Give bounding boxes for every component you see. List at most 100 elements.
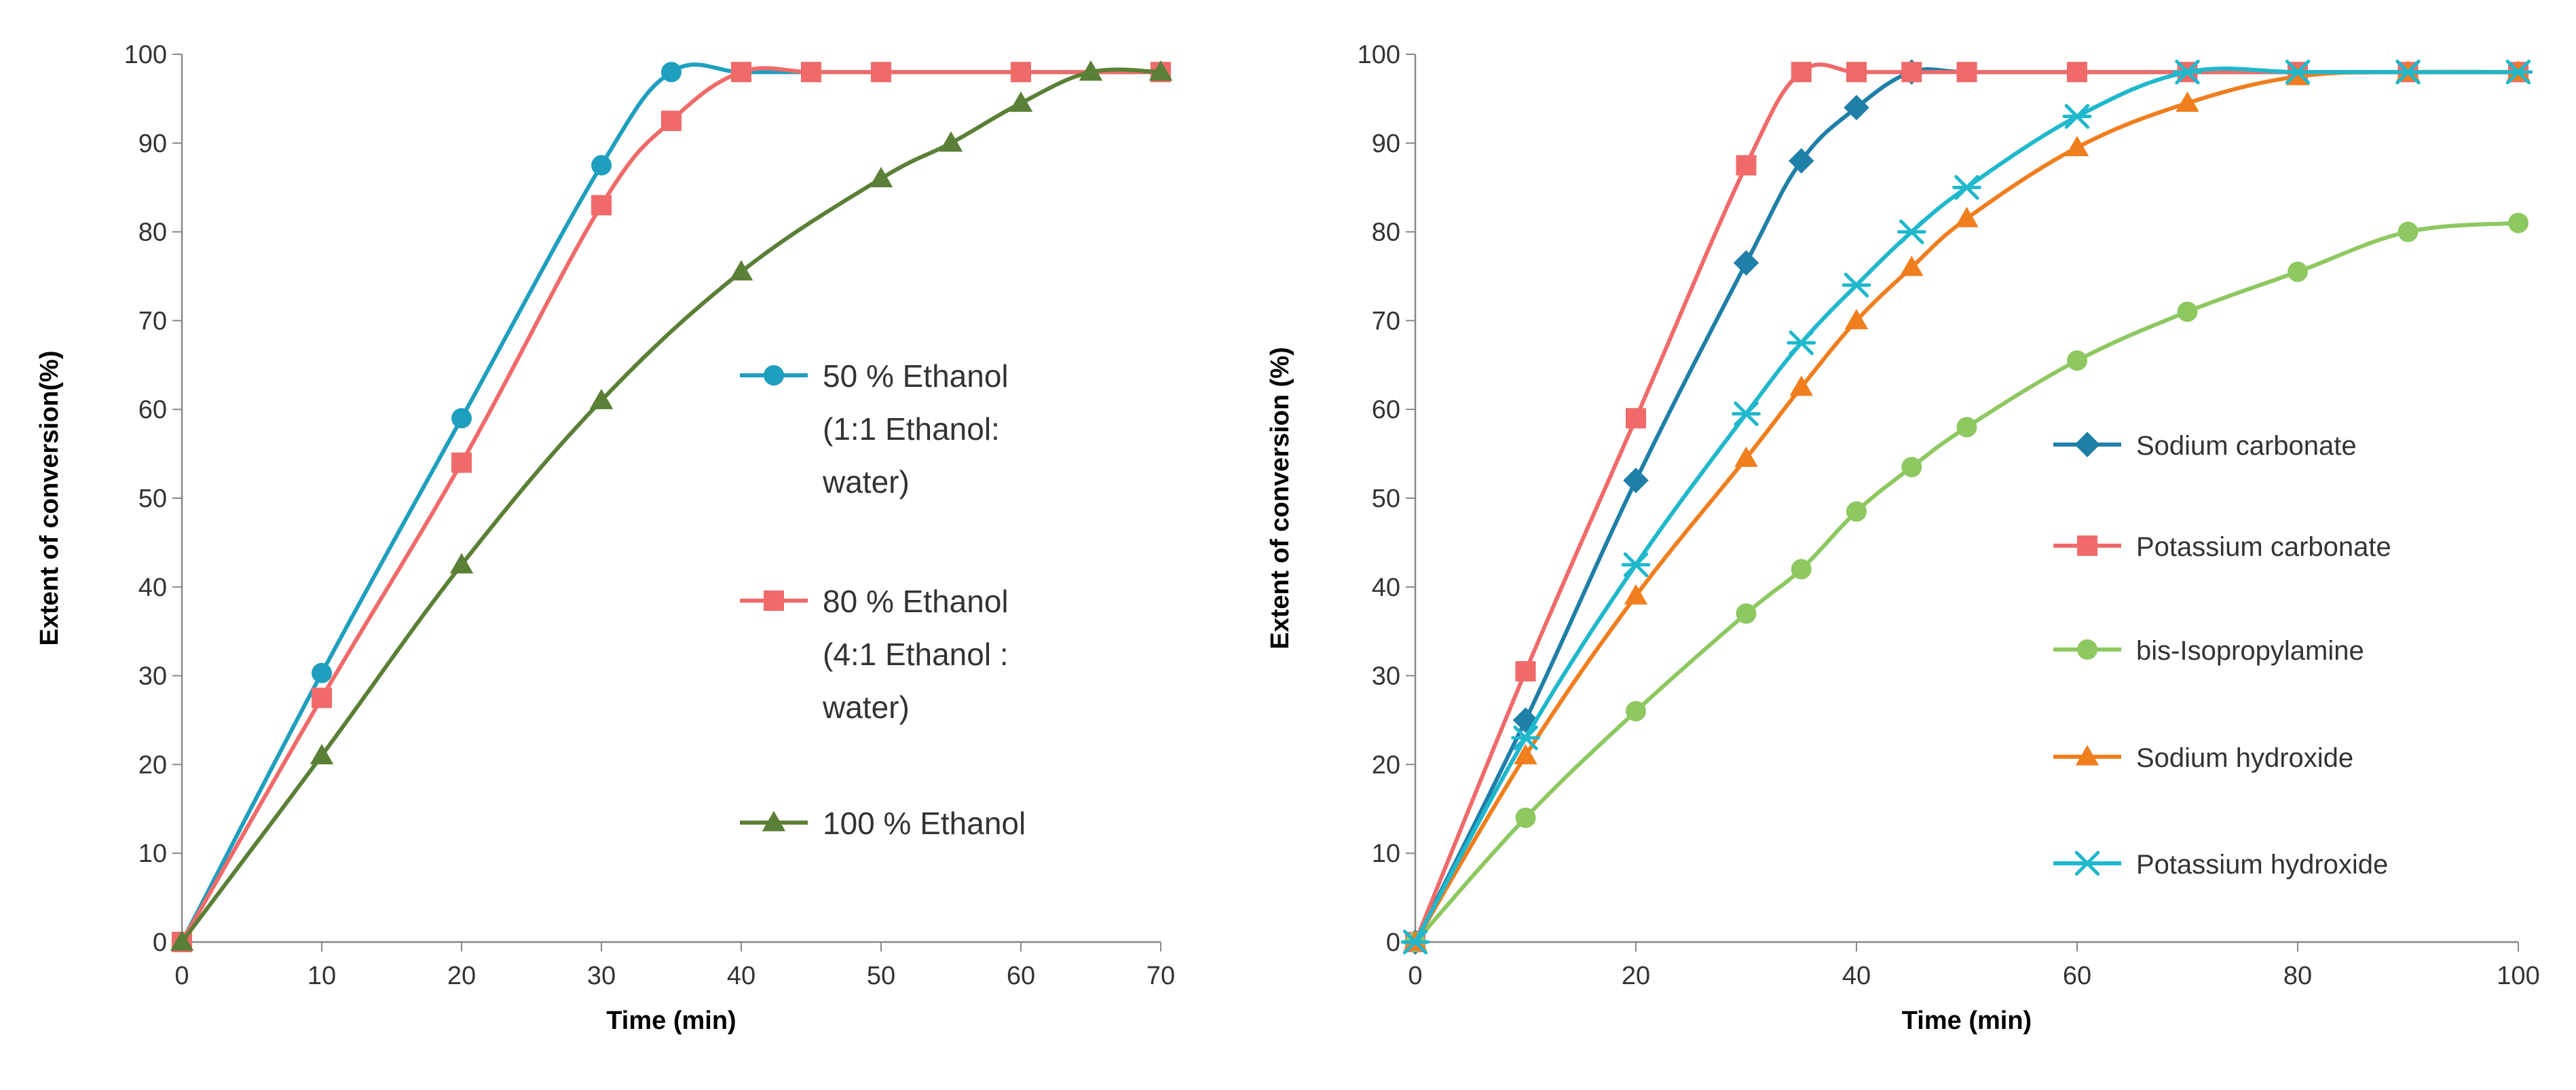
right-chart-point-potassium-hydroxide-80	[2283, 59, 2313, 85]
left-chart-series-100-ethanol	[170, 60, 1173, 951]
right-chart-point-sodium-hydroxide-70	[2176, 91, 2199, 112]
right-chart-point-sodium-carbonate-20	[1623, 468, 1649, 493]
left-chart-legend-label-50-ethanol-1-1-ethanol-water-line2: (1:1 Ethanol:	[823, 411, 1000, 447]
left-chart-legend-swatch-marker-80-ethanol-4-1-ethanol-water	[764, 590, 784, 611]
left-chart-legend-swatch-marker-100-ethanol	[762, 810, 786, 831]
right-chart-series-bis-isopropylamine	[1405, 212, 2528, 952]
right-chart-point-potassium-hydroxide-60	[2062, 104, 2092, 129]
right-chart-ytick-label-50: 50	[1372, 485, 1400, 513]
left-chart-point-100-ethanol-65	[1079, 60, 1103, 81]
right-chart-point-potassium-carbonate-10	[1515, 661, 1536, 682]
left-chart-point-80-ethanol-4-1-ethanol-water-40	[731, 62, 751, 83]
left-chart-point-80-ethanol-4-1-ethanol-water-35	[661, 111, 682, 132]
right-chart-ytick-label-10: 10	[1372, 840, 1400, 868]
left-chart-xtick-label-60: 60	[1007, 962, 1035, 990]
right-chart-point-potassium-hydroxide-100	[2503, 59, 2533, 85]
left-chart-legend-swatch-marker-50-ethanol-1-1-ethanol-water	[764, 365, 784, 386]
right-chart-legend-label-potassium-carbonate-line1: Potassium carbonate	[2136, 532, 2391, 562]
left-chart-ytick-label-50: 50	[138, 485, 167, 513]
right-chart-point-potassium-carbonate-20	[1626, 408, 1646, 429]
right-chart-point-bis-isopropylamine-40	[1846, 501, 1867, 522]
left-chart-series-line-80-ethanol-4-1-ethanol-water	[180, 66, 1163, 944]
right-chart-point-sodium-hydroxide-45	[1900, 255, 1924, 276]
right-chart-series-line-bis-isopropylamine	[1413, 221, 2520, 944]
left-chart-legend-label-50-ethanol-1-1-ethanol-water-line3: water)	[822, 464, 910, 500]
left-chart-point-100-ethanol-60	[1009, 91, 1033, 112]
right-chart-xtick-label-80: 80	[2283, 962, 2312, 990]
left-chart-legend-label-80-ethanol-4-1-ethanol-water-line1: 80 % Ethanol	[823, 584, 1009, 619]
right-chart-point-sodium-carbonate-40	[1844, 94, 1869, 121]
right-chart-legend-entry-potassium-hydroxide: Potassium hydroxide	[2053, 850, 2388, 880]
right-chart-point-potassium-hydroxide-35	[1787, 330, 1816, 356]
right-chart-point-sodium-hydroxide-40	[1844, 309, 1869, 330]
right-chart-point-potassium-hydroxide-45	[1897, 219, 1926, 244]
right-chart-ytick-label-40: 40	[1372, 574, 1400, 602]
left-chart-xtick-label-50: 50	[867, 962, 895, 990]
left-chart-point-100-ethanol-20	[449, 552, 474, 574]
right-chart-legend: Sodium carbonate Potassium carbonate bis-I…	[2053, 431, 2391, 880]
right-chart-series-line-sodium-hydroxide	[1413, 69, 2520, 944]
left-chart-legend-label-50-ethanol-1-1-ethanol-water-line1: 50 % Ethanol	[823, 358, 1009, 394]
left-chart-xtick-label-20: 20	[447, 962, 476, 990]
right-chart-legend-swatch-marker-potassium-carbonate	[2077, 535, 2097, 556]
left-chart-ytick-label-20: 20	[138, 751, 167, 779]
right-chart-point-sodium-hydroxide-50	[1955, 206, 1979, 227]
right-chart-ytick-label-60: 60	[1372, 396, 1400, 424]
left-chart-point-80-ethanol-4-1-ethanol-water-10	[312, 688, 332, 709]
left-chart-point-100-ethanol-10	[310, 744, 334, 765]
right-chart-y-axis-title: Extent of conversion (%)	[1266, 347, 1294, 650]
right-chart-point-bis-isopropylamine-45	[1901, 457, 1922, 478]
left-chart-ytick-label-90: 90	[138, 130, 167, 158]
right-chart-legend-swatch-marker-potassium-hydroxide	[2072, 850, 2102, 876]
right-chart-point-sodium-hydroxide-60	[2065, 136, 2089, 157]
right-chart-series-line-sodium-carbonate	[1413, 67, 2520, 944]
left-chart-point-80-ethanol-4-1-ethanol-water-20	[451, 452, 472, 473]
right-chart-ytick-label-90: 90	[1372, 130, 1400, 158]
right-chart-point-potassium-hydroxide-0	[1400, 929, 1430, 955]
right-chart-legend-entry-potassium-carbonate: Potassium carbonate	[2053, 532, 2391, 562]
left-chart-ytick-label-40: 40	[138, 574, 167, 602]
left-chart-ytick-label-80: 80	[138, 219, 167, 247]
left-chart-point-100-ethanol-30	[589, 388, 614, 409]
right-chart-point-potassium-carbonate-50	[1956, 62, 1977, 83]
left-chart-ytick-label-100: 100	[124, 41, 167, 69]
right-chart-xtick-label-0: 0	[1408, 962, 1422, 990]
right-chart-ytick-label-0: 0	[1386, 928, 1400, 957]
left-chart-x-axis-title: Time (min)	[606, 1007, 736, 1035]
left-chart-point-80-ethanol-4-1-ethanol-water-50	[871, 62, 891, 83]
right-chart-legend-entry-sodium-hydroxide: Sodium hydroxide	[2053, 743, 2353, 773]
left-chart-legend-label-80-ethanol-4-1-ethanol-water-line3: water)	[822, 690, 910, 725]
right-chart-legend-label-bis-isopropylamine-line1: bis-Isopropylamine	[2136, 636, 2364, 666]
right-chart-point-bis-isopropylamine-35	[1791, 559, 1812, 580]
left-chart-ytick-label-60: 60	[138, 396, 167, 424]
right-chart-point-bis-isopropylamine-10	[1515, 807, 1536, 828]
right-chart-legend-label-sodium-carbonate-line1: Sodium carbonate	[2136, 431, 2357, 461]
right-chart-point-bis-isopropylamine-80	[2288, 261, 2308, 282]
right-chart-point-bis-isopropylamine-30	[1736, 603, 1757, 624]
left-chart-xtick-label-70: 70	[1146, 962, 1175, 990]
right-chart-point-bis-isopropylamine-100	[2508, 212, 2528, 233]
right-chart-point-sodium-hydroxide-30	[1734, 446, 1758, 467]
right-chart-series-potassium-hydroxide	[1400, 59, 2533, 955]
left-chart-point-80-ethanol-4-1-ethanol-water-30	[591, 195, 612, 216]
left-chart-point-80-ethanol-4-1-ethanol-water-60	[1011, 62, 1031, 83]
left-chart-point-50-ethanol-1-1-ethanol-water-10	[312, 662, 332, 683]
right-chart-point-potassium-carbonate-60	[2067, 62, 2087, 83]
left-chart-xtick-label-30: 30	[587, 962, 616, 990]
left-chart-xtick-label-0: 0	[174, 962, 189, 990]
right-chart-ytick-label-80: 80	[1372, 219, 1400, 247]
right-chart-legend-swatch-marker-bis-isopropylamine	[2077, 639, 2097, 660]
right-chart-series-sodium-hydroxide	[1403, 60, 2531, 951]
right-chart-point-bis-isopropylamine-60	[2067, 350, 2087, 371]
right-chart-xtick-label-100: 100	[2497, 962, 2539, 990]
left-chart-point-100-ethanol-55	[939, 131, 963, 152]
right-chart-ytick-label-100: 100	[1358, 41, 1400, 69]
right-chart-legend-label-potassium-hydroxide-line1: Potassium hydroxide	[2136, 850, 2388, 880]
right-chart-point-potassium-carbonate-40	[1846, 62, 1867, 83]
left-chart-point-50-ethanol-1-1-ethanol-water-35	[661, 62, 682, 83]
right-chart-series-line-potassium-carbonate	[1413, 62, 2520, 944]
left-chart-series-80-ethanol-4-1-ethanol-water	[172, 62, 1171, 952]
right-chart-point-sodium-hydroxide-20	[1624, 584, 1648, 605]
chart-right-base: 0 10 20 30 40 50 60 70 80 90 100 0 20 40 60 80 100 Time (…	[1266, 41, 2540, 1035]
